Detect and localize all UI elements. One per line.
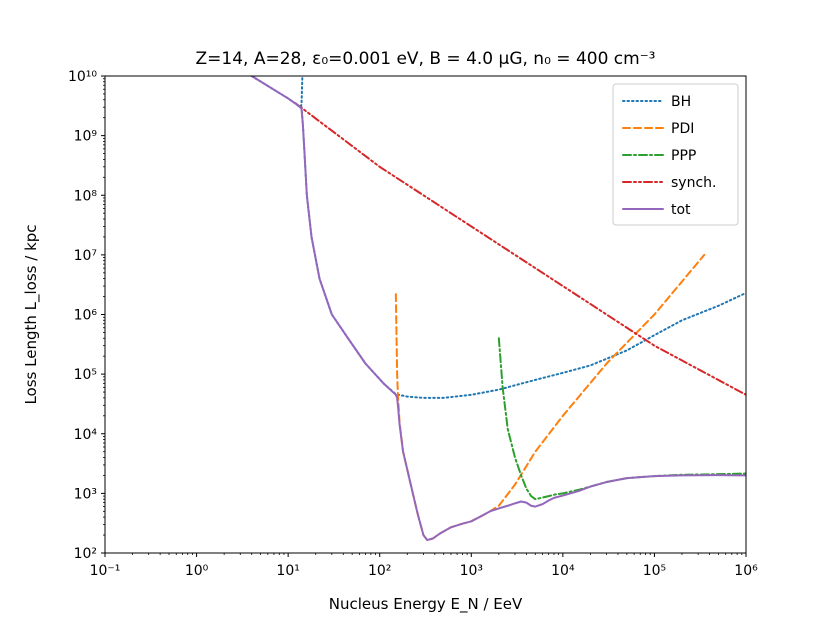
legend: BH PDI PPP synch. tot (612, 83, 739, 226)
x-tick-label: 10⁵ (643, 563, 666, 579)
y-tick-label: 10⁶ (74, 308, 98, 324)
legend-label: synch. (671, 175, 716, 191)
chart-title: Z=14, A=28, ε₀=0.001 eV, B = 4.0 μG, n₀ … (196, 49, 656, 69)
x-tick-label: 10⁻¹ (90, 563, 121, 579)
y-tick-label: 10⁷ (74, 248, 97, 264)
y-tick-label: 10² (74, 546, 97, 562)
series-line-tot (250, 76, 746, 542)
legend-label: tot (671, 202, 691, 218)
y-tick-label: 10⁸ (74, 188, 98, 204)
series-layer (250, 76, 746, 542)
legend-box (612, 83, 739, 226)
x-tick-label: 10⁶ (734, 563, 758, 579)
x-tick-label: 10² (368, 563, 391, 579)
legend-label: PDI (671, 121, 694, 137)
y-tick-label: 10³ (74, 486, 97, 502)
series-line-synch (294, 102, 746, 396)
x-tick-label: 10⁰ (185, 563, 209, 579)
y-tick-label: 10⁵ (74, 367, 97, 383)
y-axis-label: Loss Length L_loss / kpc (22, 224, 41, 404)
x-tick-label: 10¹ (276, 563, 299, 579)
y-tick-label: 10⁴ (74, 427, 98, 443)
legend-label: BH (671, 94, 691, 110)
x-axis-label: Nucleus Energy E_N / EeV (329, 595, 523, 614)
y-tick-label: 10¹⁰ (68, 69, 97, 85)
legend-label: PPP (671, 148, 696, 164)
x-tick-label: 10³ (460, 563, 483, 579)
x-tick-label: 10⁴ (551, 563, 575, 579)
ticks-layer: 10⁻¹ 10⁰ 10¹ 10² 10³ 10⁴ 10⁵ 10⁶ 10² 10³ 10⁴ 10⁵ 10⁶… (68, 69, 758, 579)
y-tick-label: 10⁹ (74, 129, 98, 145)
